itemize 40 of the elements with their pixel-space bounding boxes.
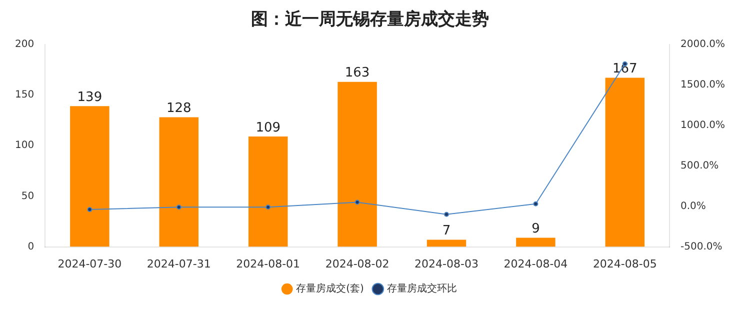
y2-tick-label: 2000.0% [680, 38, 726, 50]
bar [159, 117, 199, 247]
data-label: 7 [442, 224, 451, 239]
legend-label: 存量房成交环比 [386, 282, 457, 295]
x-tick-label: 2024-08-01 [236, 257, 300, 270]
y2-tick-label: 1500.0% [680, 79, 726, 90]
y-tick-label: 50 [21, 190, 34, 202]
point [266, 204, 271, 210]
point [354, 200, 360, 205]
y2-tick-label: -500.0% [680, 241, 722, 252]
y2-tick-label: 1000.0% [680, 120, 726, 131]
data-label: 139 [77, 90, 102, 106]
y-tick-label: 150 [14, 90, 34, 101]
x-tick-label: 2024-08-03 [414, 257, 478, 270]
point [176, 204, 182, 210]
bar [426, 240, 466, 247]
data-label: 128 [166, 101, 192, 116]
bar [605, 78, 645, 247]
bar [516, 238, 556, 247]
bar [70, 106, 110, 247]
bar [248, 136, 288, 247]
point [444, 212, 449, 217]
y2-tick-label: 500.0% [680, 160, 719, 172]
y-tick-label: 200 [14, 38, 34, 50]
y-tick-label: 100 [14, 140, 34, 152]
x-tick-label: 2024-07-31 [146, 257, 211, 270]
data-label: 109 [256, 120, 281, 136]
x-tick-label: 2024-08-04 [504, 257, 568, 270]
point [533, 201, 538, 206]
chart-title: 图：近一周无锡存量房成交走势 [251, 10, 489, 30]
x-tick-label: 2024-08-02 [325, 257, 390, 270]
y-tick-label: 0 [28, 241, 34, 252]
x-tick-label: 2024-07-30 [58, 257, 122, 270]
point [87, 207, 92, 212]
y2-tick-label: 0.0% [680, 200, 706, 212]
bar [338, 82, 377, 247]
x-tick-label: 2024-08-05 [592, 257, 657, 270]
data-label: 9 [532, 222, 540, 237]
data-label: 163 [344, 66, 370, 81]
legend-label: 存量房成交(套) [296, 282, 364, 295]
